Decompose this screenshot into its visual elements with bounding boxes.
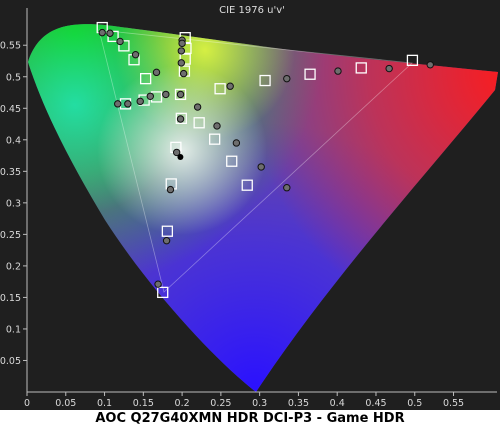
measured-marker	[334, 67, 342, 75]
measured-marker	[177, 59, 186, 67]
measured-marker	[166, 185, 175, 194]
measured-marker	[176, 115, 185, 123]
y-tick-label: 0.1	[6, 324, 21, 335]
y-tick-label: 0.3	[6, 198, 21, 209]
x-tick-label: 0.45	[365, 398, 386, 409]
target-marker	[226, 155, 238, 167]
reference-point	[177, 153, 184, 160]
chart-title: CIE 1976 u'v'	[219, 5, 285, 16]
measured-marker	[283, 74, 291, 83]
measured-marker	[179, 69, 188, 78]
measured-marker	[162, 236, 171, 245]
measured-marker	[154, 280, 162, 288]
measured-marker	[106, 29, 114, 37]
x-tick-label: 0.3	[252, 398, 267, 409]
target-marker	[179, 53, 191, 65]
target-marker	[175, 112, 187, 125]
measured-marker	[178, 39, 186, 48]
x-tick-label: 0.25	[210, 398, 231, 409]
chart-caption: AOC Q27G40XMN HDR DCI-P3 - Game HDR	[95, 411, 405, 426]
target-marker	[118, 40, 130, 52]
measured-marker	[385, 64, 393, 73]
x-tick-label: 0.5	[407, 398, 422, 409]
target-marker	[406, 54, 419, 67]
x-tick-label: 0.35	[288, 398, 309, 409]
measured-marker	[177, 47, 186, 55]
y-tick-label: 0.5	[6, 72, 21, 83]
x-tick-label: 0	[24, 398, 30, 409]
x-tick-label: 0.05	[55, 398, 76, 409]
measured-marker	[213, 122, 221, 130]
target-marker	[259, 74, 271, 87]
x-tick-label: 0.1	[97, 398, 112, 409]
target-marker	[157, 286, 169, 299]
x-tick-label: 0.2	[175, 398, 190, 409]
measured-marker	[226, 82, 234, 90]
measured-marker	[172, 148, 181, 157]
target-marker	[140, 72, 152, 85]
y-tick-label: 0.25	[0, 230, 21, 241]
y-tick-label: 0.2	[6, 261, 21, 272]
target-marker	[304, 68, 316, 80]
y-tick-label: 0.05	[0, 356, 21, 367]
target-marker	[214, 83, 226, 95]
target-marker	[355, 62, 367, 74]
measured-marker	[283, 184, 291, 192]
measured-marker	[193, 103, 202, 111]
x-tick-label: 0.4	[330, 398, 345, 409]
target-marker	[209, 133, 221, 145]
measured-marker	[176, 90, 185, 99]
measured-marker	[136, 97, 144, 106]
x-tick-label: 0.55	[443, 398, 464, 409]
x-axis-ticks: 0 0.05 0.1 0.15 0.2 0.25 0.3 0.35 0.4 0.45 0.5 0.55	[24, 392, 464, 409]
y-tick-label: 0.15	[0, 293, 21, 304]
measured-marker	[426, 61, 434, 69]
chromaticity-chart: 0 0.05 0.1 0.15 0.2 0.25 0.3 0.35 0.4 0.45 0.5 0.55…	[0, 0, 500, 410]
measured-marker	[124, 100, 132, 108]
measured-marker	[257, 163, 265, 171]
target-marker	[174, 88, 187, 101]
x-tick-label: 0.15	[133, 398, 154, 409]
measured-marker	[152, 68, 161, 77]
measured-marker	[98, 28, 106, 37]
measured-marker	[116, 37, 124, 46]
measurement-marks	[96, 21, 434, 299]
measured-marker	[232, 139, 241, 147]
y-tick-label: 0.55	[0, 41, 21, 52]
measured-marker	[146, 92, 155, 100]
measured-marker	[131, 50, 140, 59]
measured-marker	[114, 100, 122, 108]
y-tick-label: 0.4	[6, 135, 21, 146]
target-marker	[161, 225, 174, 237]
gamut-triangle	[98, 29, 413, 293]
target-marker	[241, 179, 253, 191]
y-tick-label: 0.45	[0, 104, 21, 115]
y-tick-label: 0.35	[0, 167, 21, 178]
measured-marker	[162, 90, 170, 99]
y-axis-ticks: 0.05 0.1 0.15 0.2 0.25 0.3 0.35 0.4 0.45 0.5 0.55	[0, 41, 27, 367]
target-marker	[193, 117, 205, 129]
